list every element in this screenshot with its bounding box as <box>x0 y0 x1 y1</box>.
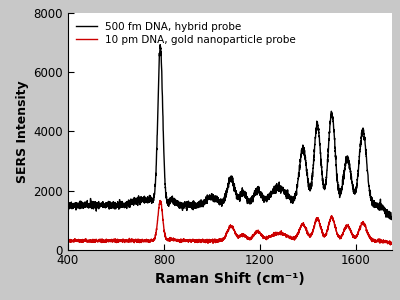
10 pm DNA, gold nanoparticle probe <box>204 238 209 242</box>
500 fm DNA, hybrid probe <box>102 203 107 207</box>
500 fm DNA, hybrid probe <box>389 216 394 220</box>
10 pm DNA, gold nanoparticle probe <box>190 239 195 242</box>
Line: 500 fm DNA, hybrid probe: 500 fm DNA, hybrid probe <box>68 45 392 220</box>
10 pm DNA, gold nanoparticle probe <box>122 238 126 242</box>
X-axis label: Raman Shift (cm⁻¹): Raman Shift (cm⁻¹) <box>155 272 305 286</box>
Legend: 500 fm DNA, hybrid probe, 10 pm DNA, gold nanoparticle probe: 500 fm DNA, hybrid probe, 10 pm DNA, gol… <box>73 19 299 48</box>
10 pm DNA, gold nanoparticle probe <box>388 243 393 247</box>
10 pm DNA, gold nanoparticle probe <box>348 229 353 233</box>
500 fm DNA, hybrid probe <box>158 43 162 46</box>
500 fm DNA, hybrid probe <box>190 207 195 211</box>
500 fm DNA, hybrid probe <box>66 203 70 206</box>
10 pm DNA, gold nanoparticle probe <box>158 199 163 202</box>
10 pm DNA, gold nanoparticle probe <box>66 239 70 242</box>
Line: 10 pm DNA, gold nanoparticle probe: 10 pm DNA, gold nanoparticle probe <box>68 200 392 245</box>
Y-axis label: SERS Intensity: SERS Intensity <box>16 80 29 183</box>
500 fm DNA, hybrid probe <box>389 218 394 221</box>
500 fm DNA, hybrid probe <box>204 199 209 202</box>
10 pm DNA, gold nanoparticle probe <box>102 240 107 243</box>
10 pm DNA, gold nanoparticle probe <box>383 238 388 242</box>
500 fm DNA, hybrid probe <box>383 210 388 214</box>
10 pm DNA, gold nanoparticle probe <box>389 241 394 244</box>
500 fm DNA, hybrid probe <box>122 206 126 209</box>
500 fm DNA, hybrid probe <box>348 170 353 174</box>
